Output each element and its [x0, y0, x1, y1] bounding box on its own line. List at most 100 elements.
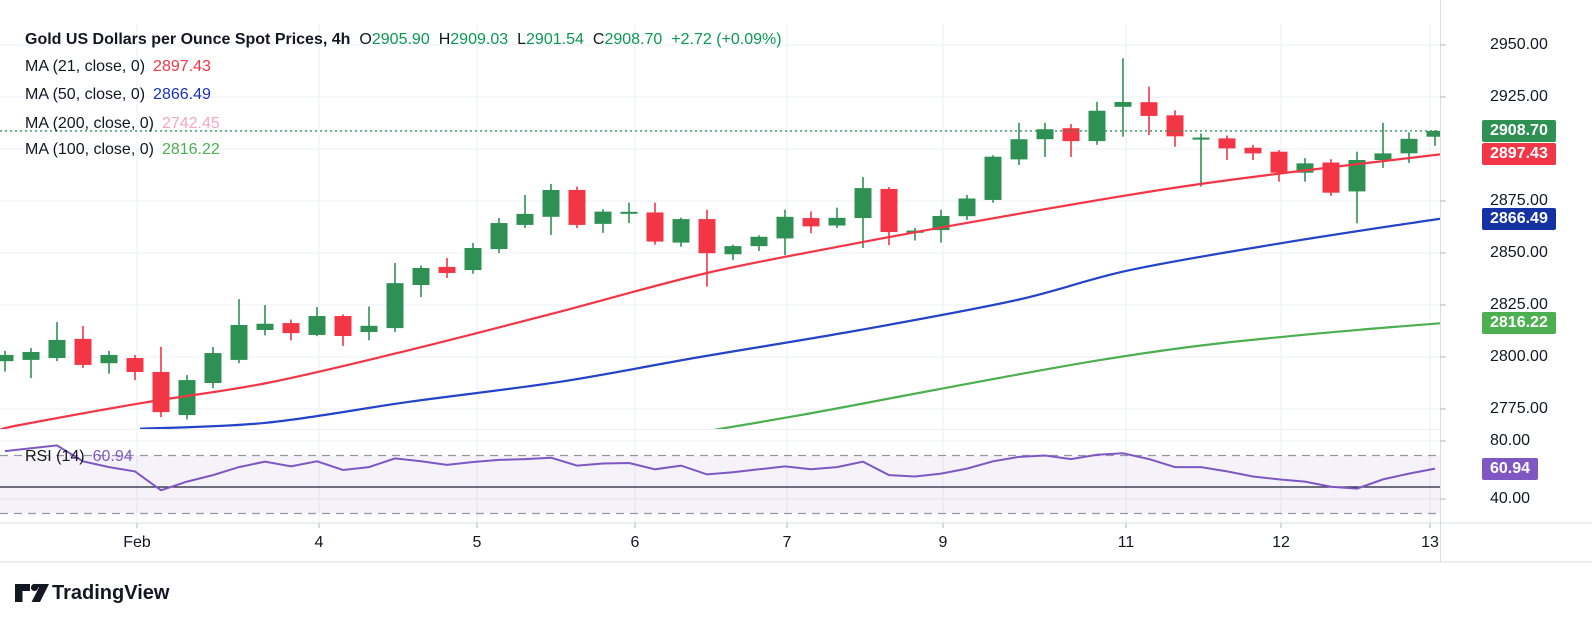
candle [126, 358, 144, 372]
candle [1244, 147, 1262, 154]
price-axis-badge: 2897.43 [1482, 143, 1556, 166]
candle [776, 216, 794, 239]
candle [204, 353, 222, 383]
candle [698, 219, 716, 254]
candle [1400, 138, 1418, 154]
ma-legend-value: 2816.22 [161, 141, 220, 158]
ohlc-value: 2908.70 [604, 31, 663, 48]
candle [490, 223, 508, 250]
candle [854, 188, 872, 219]
ma-line [0, 153, 1440, 429]
candle [0, 354, 14, 362]
candle [22, 352, 40, 360]
ohlc-group: H2909.03 [439, 31, 508, 48]
candle [1348, 160, 1366, 192]
candle [1218, 138, 1236, 149]
price-tick-label: 2950.00 [1490, 36, 1548, 53]
ohlc-letter: C [592, 31, 605, 48]
tradingview-logo-icon[interactable] [14, 581, 50, 605]
time-tick-label: 6 [630, 534, 640, 551]
ohlc-value: 2905.90 [371, 31, 430, 48]
rsi-value: 60.94 [92, 448, 133, 465]
ma-legend-row[interactable]: MA (200, close, 0) 2742.45 [25, 115, 220, 133]
candle [1296, 163, 1314, 173]
symbol-title[interactable]: Gold US Dollars per Ounce Spot Prices, 4… [25, 31, 351, 48]
candle [1088, 110, 1106, 142]
ohlc-group: O2905.90 [359, 31, 429, 48]
ma-legend-label: MA (50, close, 0) [25, 86, 146, 103]
time-tick-label: 4 [314, 534, 324, 551]
candle [308, 316, 326, 335]
candle [672, 219, 690, 243]
price-tick-label: 2825.00 [1490, 296, 1548, 313]
candle [438, 266, 456, 273]
candle [984, 156, 1002, 200]
time-tick-label: 12 [1272, 534, 1290, 551]
rsi-line [4, 444, 1436, 492]
candle [646, 212, 664, 242]
price-axis-badge: 2866.49 [1482, 207, 1556, 230]
candle [594, 211, 612, 224]
candle [516, 213, 534, 225]
time-tick-label: 9 [938, 534, 948, 551]
time-tick-label: Feb [123, 534, 151, 551]
rsi-legend-row[interactable]: RSI (14) 60.94 [25, 448, 133, 466]
candle [48, 339, 66, 359]
ma-line [712, 322, 1440, 429]
candle [1322, 162, 1340, 193]
candle [1140, 102, 1158, 116]
price-tick-label: 2925.00 [1490, 88, 1548, 105]
symbol-title-row[interactable]: Gold US Dollars per Ounce Spot Prices, 4… [25, 30, 782, 49]
candle [178, 380, 196, 416]
ohlc-group: L2901.54 [517, 31, 584, 48]
ma-legend-label: MA (200, close, 0) [25, 115, 154, 132]
time-tick-label: 7 [782, 534, 792, 551]
time-tick-label: 5 [472, 534, 482, 551]
price-axis-badge: 2908.70 [1482, 119, 1556, 142]
price-tick-label: 2850.00 [1490, 244, 1548, 261]
rsi-tick-label: 80.00 [1490, 432, 1531, 449]
candle [334, 316, 352, 336]
change-value: +2.72 (+0.09%) [671, 31, 782, 48]
candle [724, 246, 742, 255]
candle [1192, 137, 1210, 140]
price-tick-label: 2875.00 [1490, 192, 1548, 209]
candle [1426, 130, 1440, 137]
candle [802, 218, 820, 227]
ohlc-value: 2909.03 [450, 31, 509, 48]
ma-legend-row[interactable]: MA (21, close, 0) 2897.43 [25, 58, 211, 76]
ohlc-value: 2901.54 [526, 31, 584, 48]
ma-legend-row[interactable]: MA (100, close, 0) 2816.22 [25, 141, 220, 159]
candle [74, 338, 92, 365]
chart-canvas[interactable] [0, 0, 1592, 570]
rsi-tick-label: 40.00 [1490, 490, 1531, 507]
rsi-label: RSI (14) [25, 448, 85, 465]
ma-legend-value: 2866.49 [153, 86, 211, 103]
candle [412, 267, 430, 286]
candle [1036, 129, 1054, 140]
candle [958, 198, 976, 217]
rsi-axis-badge: 60.94 [1482, 457, 1539, 480]
ma-lines [0, 153, 1440, 429]
candle [1114, 101, 1132, 107]
ma-legend-row[interactable]: MA (50, close, 0) 2866.49 [25, 86, 211, 104]
candle [256, 323, 274, 330]
candlestick-series [0, 58, 1440, 420]
candle [828, 217, 846, 226]
tradingview-brand[interactable]: TradingView [52, 582, 170, 604]
candle [1062, 128, 1080, 142]
ohlc-letter: O [359, 31, 372, 48]
candle [750, 236, 768, 247]
price-axis-badge: 2816.22 [1482, 312, 1556, 335]
rsi-pane [0, 454, 1440, 515]
candle [1374, 153, 1392, 161]
ma-legend-value: 2897.43 [153, 58, 211, 75]
candle [100, 354, 118, 364]
candle [542, 189, 560, 217]
pane-separators [0, 0, 1592, 563]
candle [386, 283, 404, 329]
candle [360, 325, 378, 333]
ohlc-letter: L [517, 31, 527, 48]
ma-legend-label: MA (100, close, 0) [25, 141, 154, 158]
